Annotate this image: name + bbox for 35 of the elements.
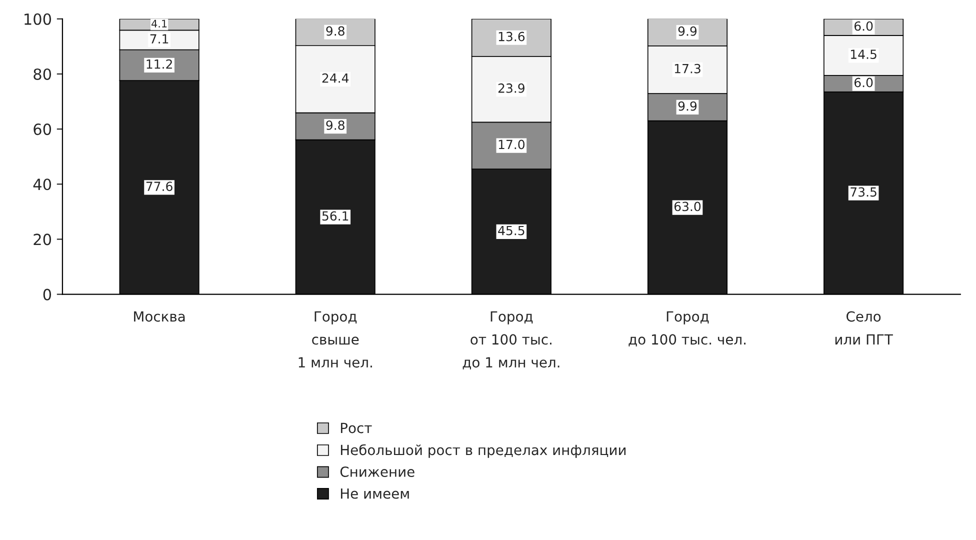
legend-label: Рост <box>340 422 372 434</box>
data-label: 9.9 <box>678 26 697 36</box>
data-label: 4.1 <box>152 20 167 28</box>
data-label: 9.9 <box>678 101 697 111</box>
y-tick-label: 80 <box>34 68 52 80</box>
legend-label: Снижение <box>340 466 414 478</box>
data-label: 6.0 <box>854 21 873 31</box>
data-label: 56.1 <box>322 211 348 221</box>
legend-label: Не имеем <box>340 488 409 499</box>
data-label: 7.1 <box>150 34 168 44</box>
data-label: 45.5 <box>498 226 524 236</box>
x-tick-label: Город свыше 1 млн чел. <box>298 311 372 368</box>
y-tick-label: 20 <box>34 234 52 246</box>
data-label: 13.6 <box>498 32 525 42</box>
data-label: 17.3 <box>674 64 700 74</box>
data-label: 77.6 <box>146 182 172 192</box>
data-label: 63.0 <box>674 202 701 212</box>
data-label: 23.9 <box>498 83 524 93</box>
y-tick-label: 0 <box>43 288 52 300</box>
y-tick-label: 40 <box>33 178 52 190</box>
data-label: 17.0 <box>498 140 525 150</box>
x-tick-label: Москва <box>134 311 185 322</box>
legend-label: Небольшой рост в пределах инфляции <box>340 444 626 458</box>
data-label: 9.8 <box>326 26 344 36</box>
data-label: 6.0 <box>854 78 873 88</box>
y-tick-label: 100 <box>24 13 52 25</box>
data-label: 24.4 <box>322 73 349 83</box>
x-tick-label: Город от 100 тыс. до 1 млн чел. <box>462 311 560 370</box>
data-label: 11.2 <box>146 59 172 69</box>
y-tick-label: 60 <box>34 124 52 136</box>
data-label: 14.5 <box>851 50 876 60</box>
x-tick-label: Город до 100 тыс. чел. <box>628 311 746 346</box>
data-label: 73.5 <box>850 187 876 197</box>
x-tick-label: Село или ПГТ <box>835 311 893 344</box>
data-label: 9.8 <box>326 120 344 130</box>
